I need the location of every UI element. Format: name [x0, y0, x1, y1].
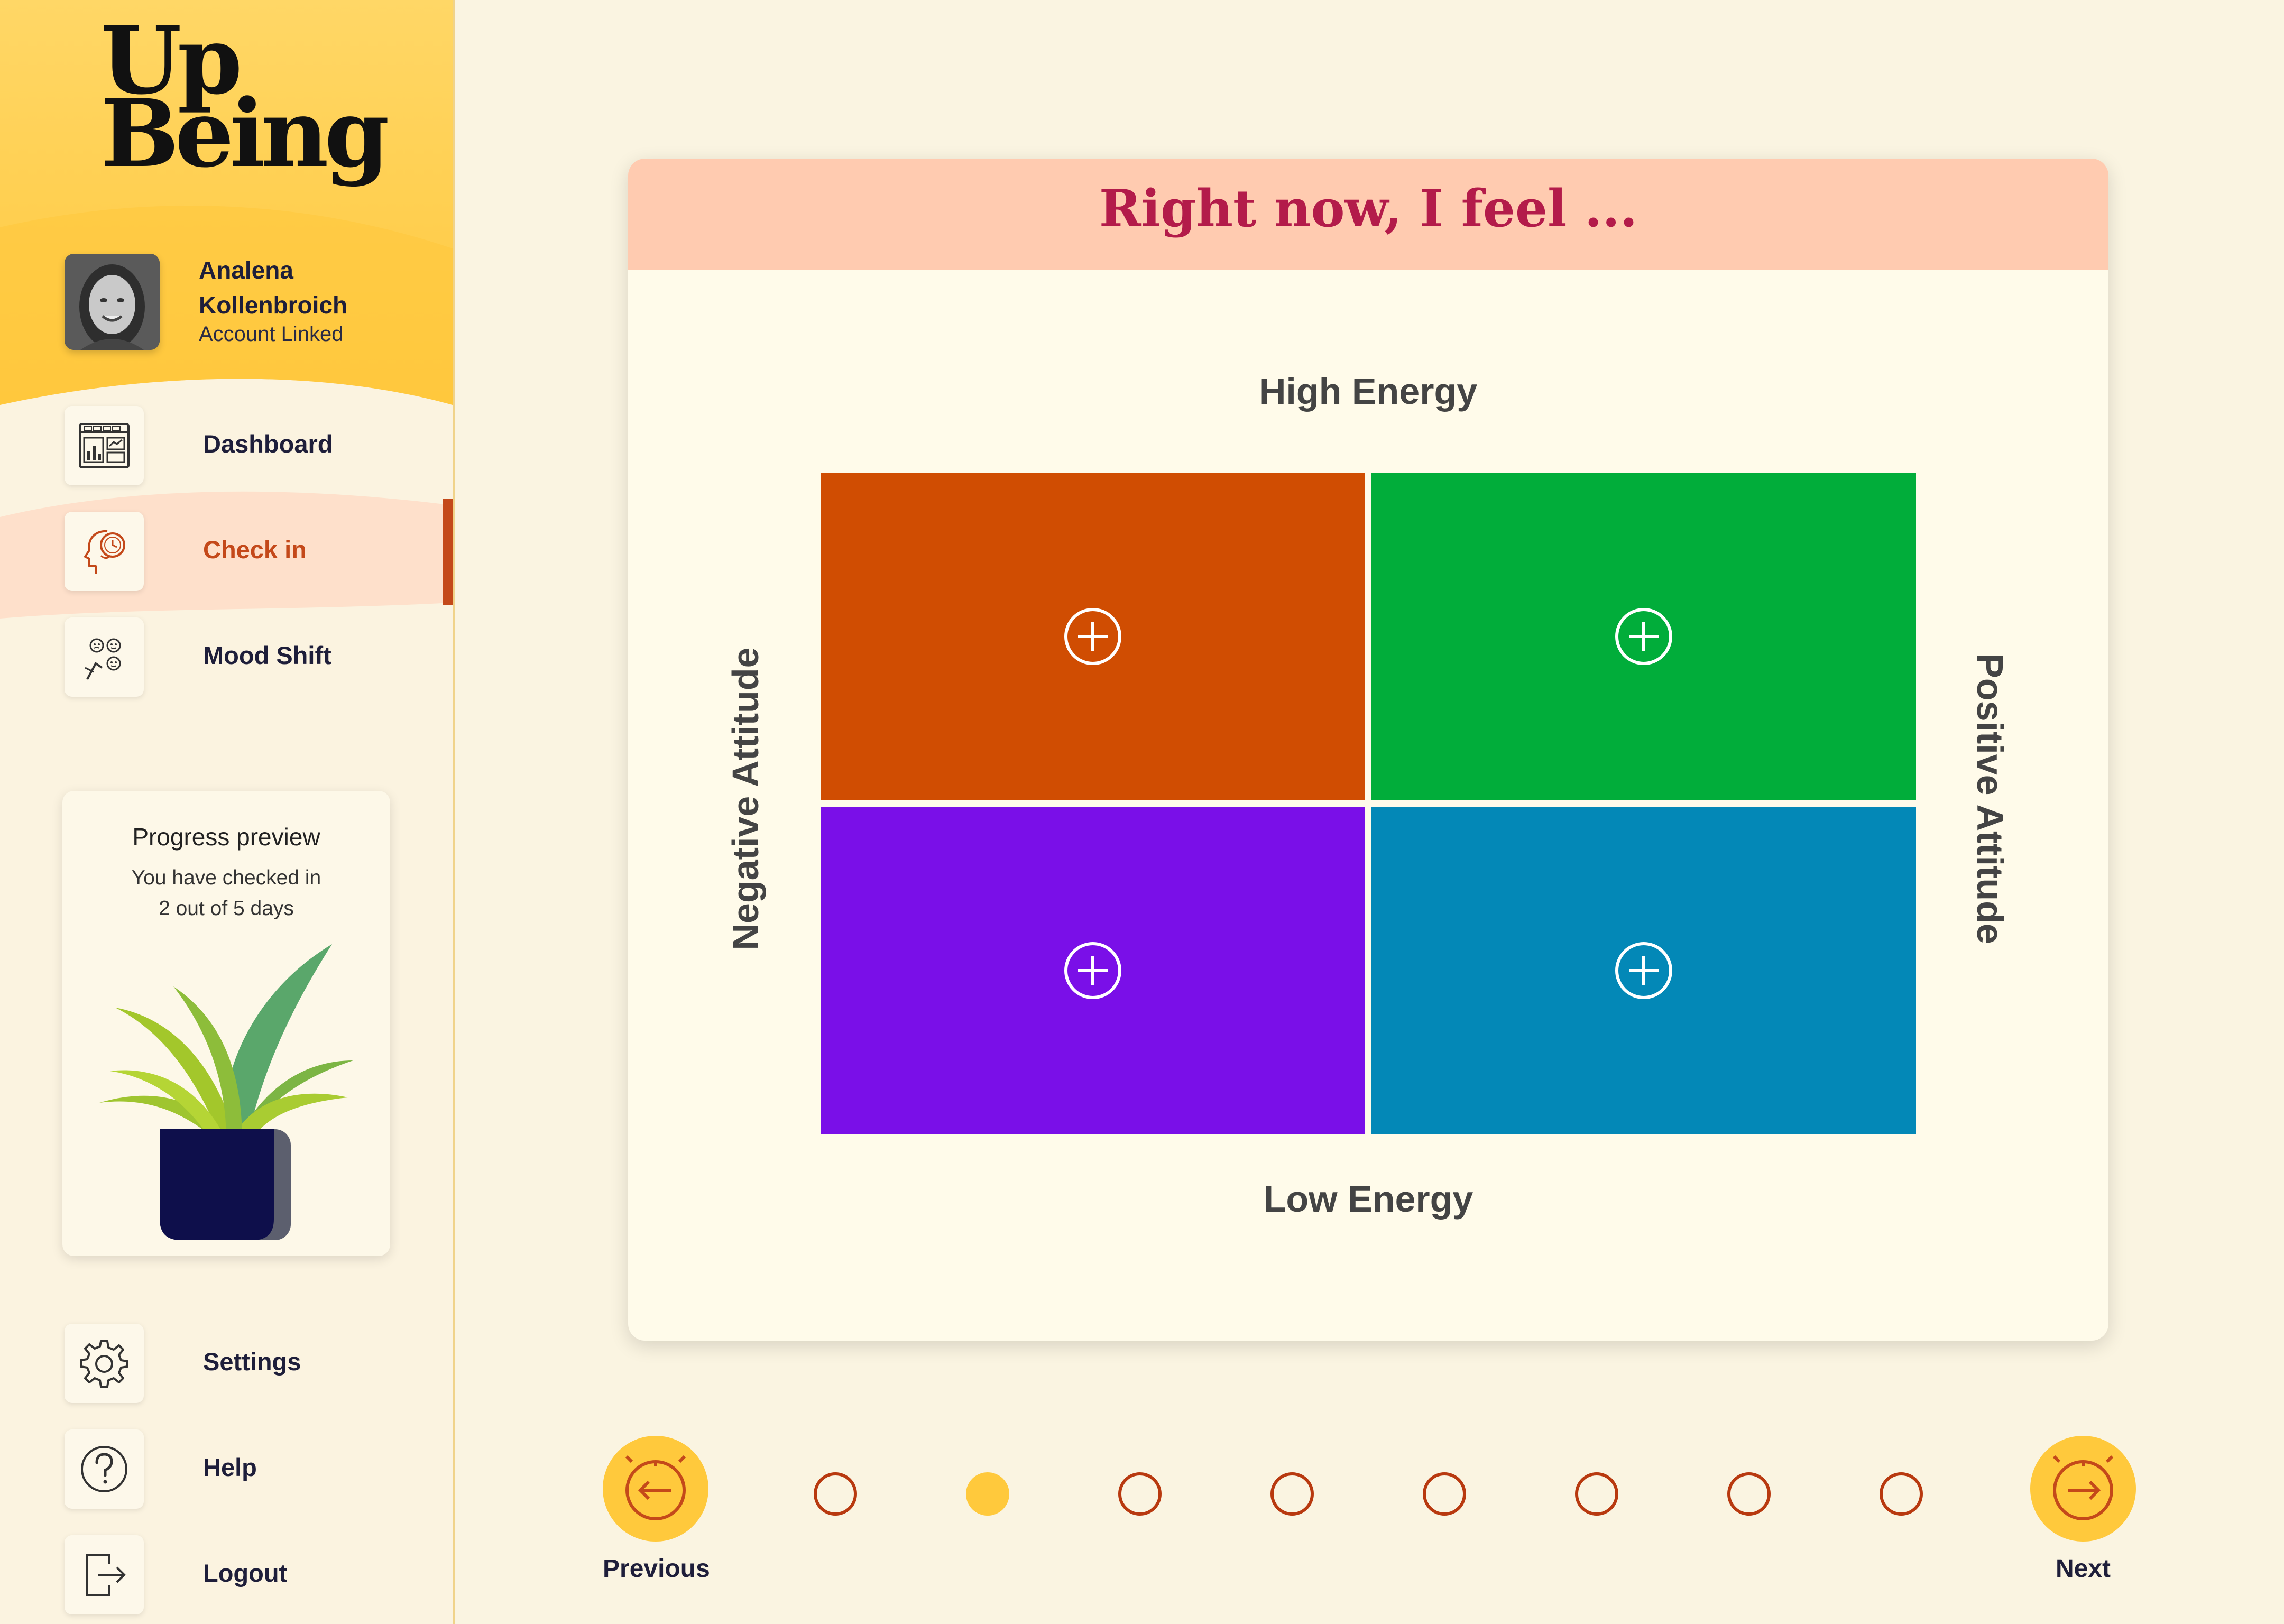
step-dot-6[interactable] [1575, 1472, 1618, 1516]
next-label[interactable]: Next [2055, 1555, 2111, 1583]
sidebar-item-label: Mood Shift [203, 641, 331, 669]
card-header: Right now, I feel ... [628, 159, 2108, 270]
sidebar-item-help[interactable]: Help [0, 1417, 453, 1512]
sidebar: Up Being Analena Kollenbroich Account Li… [0, 0, 455, 1624]
mood-meter-card: Right now, I feel ... High Energy Low En… [628, 159, 2108, 1341]
step-dot-3[interactable] [1118, 1472, 1162, 1516]
plus-circle-icon[interactable] [1614, 941, 1673, 1000]
step-dot-4[interactable] [1270, 1472, 1314, 1516]
logout-icon [65, 1535, 144, 1614]
account-status: Account Linked [199, 322, 344, 346]
step-dot-2-current[interactable] [966, 1472, 1009, 1516]
upbeing-logo[interactable]: Up Being [100, 6, 390, 188]
sidebar-item-label: Dashboard [203, 430, 333, 458]
sidebar-item-label: Logout [203, 1559, 288, 1587]
sidebar-item-mood-shift[interactable]: Mood Shift [0, 605, 453, 700]
plus-circle-icon[interactable] [1063, 941, 1122, 1000]
logo-line-1: Up [100, 6, 243, 115]
nav-active-indicator [443, 499, 453, 605]
step-dot-5[interactable] [1423, 1472, 1466, 1516]
progress-text-line-2: 2 out of 5 days [159, 897, 294, 920]
progress-text: You have checked in 2 out of 5 days [62, 863, 390, 924]
progress-preview-card: Progress preview You have checked in 2 o… [62, 791, 390, 1256]
sidebar-item-label: Help [203, 1453, 257, 1481]
sidebar-item-logout[interactable]: Logout [0, 1522, 453, 1618]
dashboard-icon [65, 406, 144, 485]
sidebar-item-check-in[interactable]: Check in [0, 499, 453, 594]
previous-label[interactable]: Previous [603, 1555, 710, 1583]
arrow-right-clock-icon [2052, 1455, 2114, 1520]
question-icon [65, 1429, 144, 1509]
step-dot-7[interactable] [1727, 1472, 1771, 1516]
quadrant-low-energy-positive[interactable] [1371, 807, 1916, 1134]
sidebar-item-label: Settings [203, 1348, 301, 1376]
page-title: Right now, I feel ... [1099, 179, 1638, 238]
logo-line-2: Being [100, 79, 390, 188]
quadrant-high-energy-negative[interactable] [821, 473, 1365, 800]
user-photo [65, 254, 160, 350]
positive-attitude-label: Positive Attitude [1969, 653, 2011, 944]
gear-icon [65, 1324, 144, 1403]
negative-attitude-label: Negative Attitude [725, 647, 766, 951]
quadrant-low-energy-negative[interactable] [821, 807, 1365, 1134]
step-dot-8[interactable] [1880, 1472, 1923, 1516]
plus-circle-icon[interactable] [1063, 607, 1122, 666]
low-energy-label: Low Energy [1263, 1178, 1473, 1220]
sidebar-item-settings[interactable]: Settings [0, 1311, 453, 1406]
previous-button[interactable] [603, 1436, 708, 1542]
user-name: Analena Kollenbroich [199, 256, 348, 319]
mood-faces-icon [65, 617, 144, 697]
progress-text-line-1: You have checked in [131, 866, 321, 889]
high-energy-label: High Energy [1259, 371, 1478, 412]
step-dot-1[interactable] [814, 1472, 857, 1516]
next-button[interactable] [2030, 1436, 2136, 1542]
avatar[interactable] [65, 254, 160, 350]
arrow-left-clock-icon [625, 1455, 686, 1520]
quadrant-high-energy-positive[interactable] [1371, 473, 1916, 800]
plus-circle-icon[interactable] [1614, 607, 1673, 666]
sidebar-item-dashboard[interactable]: Dashboard [0, 393, 453, 488]
sidebar-item-label: Check in [203, 536, 307, 564]
head-clock-icon [65, 512, 144, 591]
progress-title: Progress preview [132, 823, 320, 851]
plant-illustration [99, 944, 353, 1240]
